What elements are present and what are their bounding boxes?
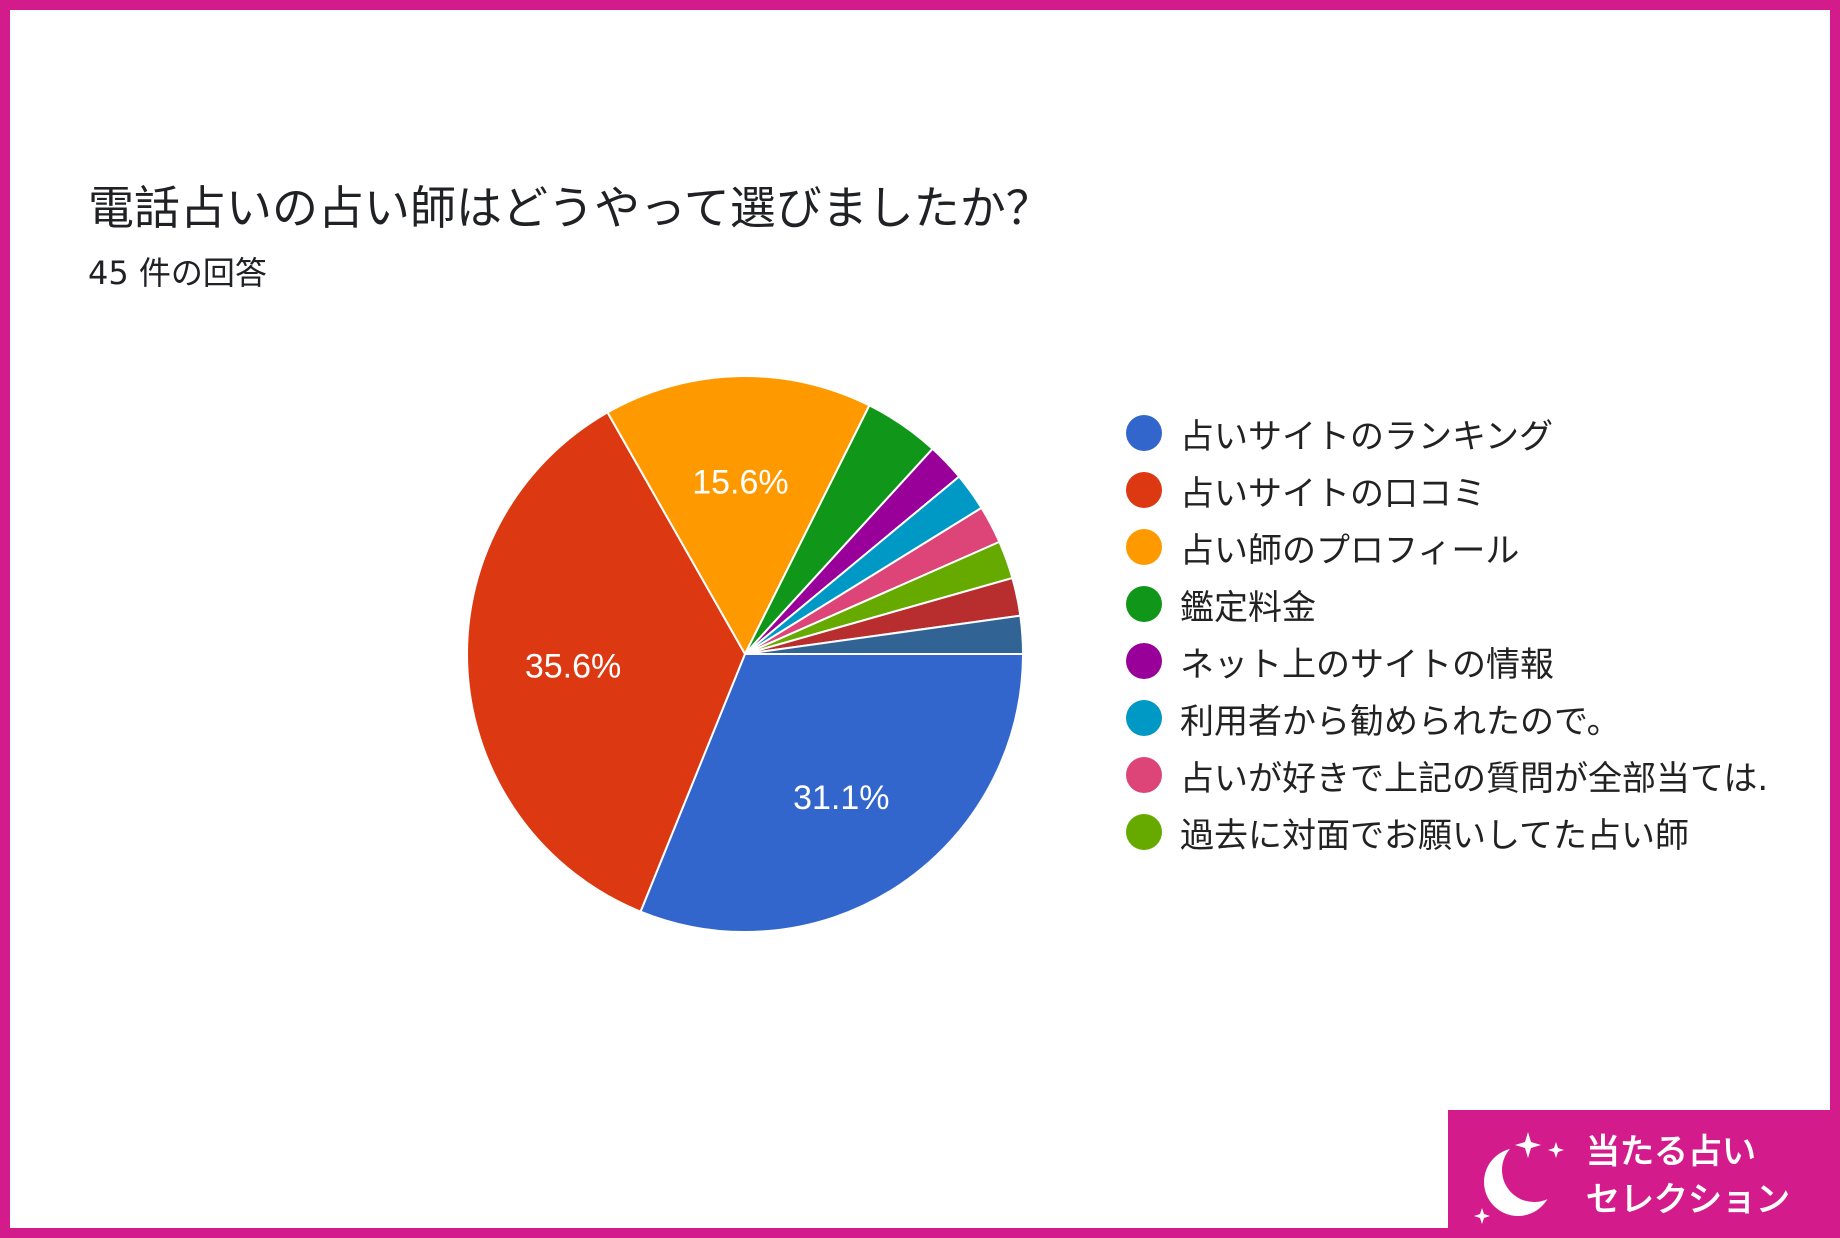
legend-item: 占い師のプロフィール [1126,524,1520,571]
legend-swatch [1126,586,1162,622]
legend-item: 鑑定料金 [1126,581,1316,628]
legend-label: 占いが好きで上記の質問が全部当ては. [1180,758,1769,799]
legend-label: 鑑定料金 [1180,587,1316,628]
legend-label: ネット上のサイトの情報 [1180,644,1554,685]
pie-slice [639,653,1025,933]
legend-label: 占いサイトの口コミ [1180,473,1486,514]
logo-text-line1: 当たる占い [1586,1132,1756,1172]
legend-swatch [1126,415,1162,451]
legend-label: 利用者から勧められたので。 [1180,701,1621,742]
pie-slice [466,411,747,913]
legend-item: 利用者から勧められたので。 [1126,695,1621,742]
slice-percent-label: 35.6% [525,647,621,685]
slice-percent-label: 31.1% [793,779,889,817]
legend-swatch [1126,700,1162,736]
chart-title: 電話占いの占い師はどうやって選びましたか？ [88,181,1052,235]
legend-item: 過去に対面でお願いしてた占い師 [1126,809,1689,856]
chart-subtitle: 45 件の回答 [88,254,267,292]
pie-slice [744,614,1025,655]
legend-swatch [1126,529,1162,565]
logo-text-line2: セレクション [1586,1180,1790,1220]
legend-item: 占いが好きで上記の質問が全部当ては. [1126,752,1769,799]
legend-label: 占いサイトのランキング [1180,416,1553,457]
legend-item: 占いサイトのランキング [1126,410,1553,457]
legend-item: 占いサイトの口コミ [1126,467,1486,514]
legend-item: ネット上のサイトの情報 [1126,638,1554,685]
pie-slice [606,375,871,657]
legend-swatch [1126,643,1162,679]
slice-percent-label: 15.6% [692,464,788,502]
legend-swatch [1126,814,1162,850]
legend-swatch [1126,757,1162,793]
legend-swatch [1126,472,1162,508]
crescent-moon-icon [1474,1132,1566,1224]
legend-label: 過去に対面でお願いしてた占い師 [1180,815,1689,856]
legend-label: 占い師のプロフィール [1180,530,1520,571]
brand-logo: 当たる占い セレクション [1448,1110,1840,1238]
